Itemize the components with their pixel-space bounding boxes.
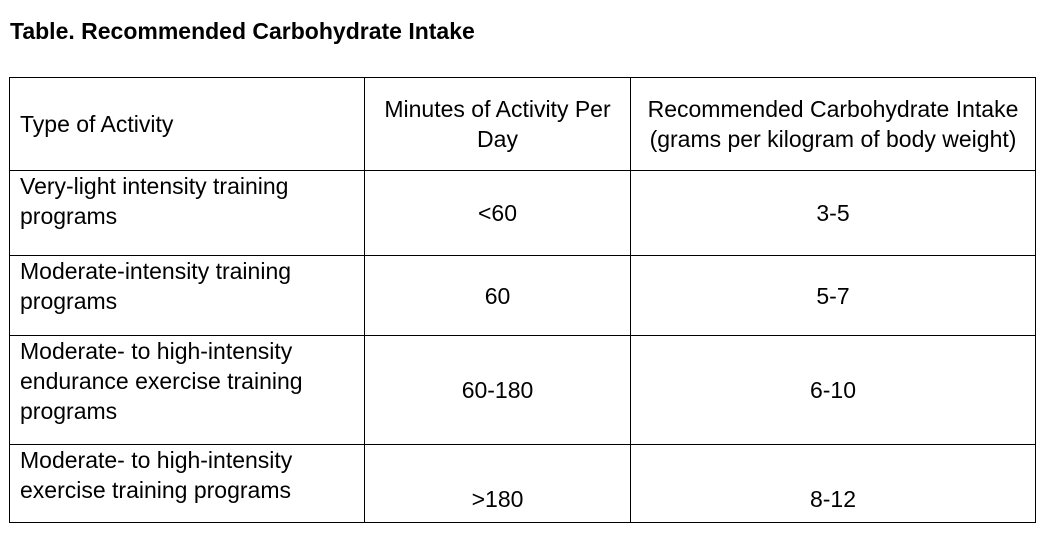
header-recommended-intake: Recommended Carbohydrate Intake (grams p… [630,77,1036,171]
activity-cell: Moderate- to high-intensity endurance ex… [9,335,365,445]
table-row: Moderate- to high-intensity endurance ex… [9,335,1036,445]
intake-cell: 8-12 [630,444,1036,523]
table-row: Moderate-intensity training programs 60 … [9,255,1036,336]
carbohydrate-table: Type of Activity Minutes of Activity Per… [9,77,1036,523]
intake-cell: 5-7 [630,255,1036,336]
minutes-cell: >180 [364,444,631,523]
table-row: Moderate- to high-intensity exercise tra… [9,444,1036,523]
minutes-cell: 60 [364,255,631,336]
minutes-cell: 60-180 [364,335,631,445]
header-minutes-per-day: Minutes of Activity Per Day [364,77,631,171]
intake-cell: 6-10 [630,335,1036,445]
activity-cell: Moderate- to high-intensity exercise tra… [9,444,365,523]
activity-cell: Very-light intensity training programs [9,170,365,256]
intake-cell: 3-5 [630,170,1036,256]
header-type-of-activity: Type of Activity [9,77,365,171]
minutes-cell: <60 [364,170,631,256]
table-title: Table. Recommended Carbohydrate Intake [10,18,475,44]
activity-cell: Moderate-intensity training programs [9,255,365,336]
table-row: Very-light intensity training programs <… [9,170,1036,256]
header-row: Type of Activity Minutes of Activity Per… [9,77,1036,171]
